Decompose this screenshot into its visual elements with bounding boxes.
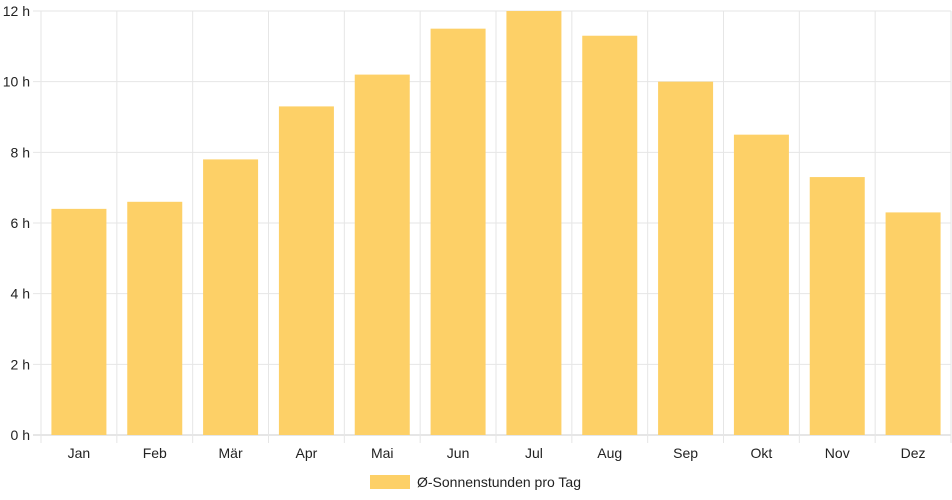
bar-okt[interactable] [733, 134, 789, 435]
bars [51, 11, 941, 436]
x-tick-label: Feb [143, 445, 167, 461]
bar-feb[interactable] [127, 201, 183, 435]
bar-jul[interactable] [506, 11, 562, 435]
x-tick-label: Jun [447, 445, 470, 461]
bar-sep[interactable] [658, 81, 714, 436]
x-tick-label: Jul [525, 445, 543, 461]
x-tick-label: Dez [901, 445, 926, 461]
y-tick-label: 6 h [11, 215, 30, 231]
x-tick-label: Nov [825, 445, 850, 461]
x-tick-label: Aug [597, 445, 622, 461]
bar-apr[interactable] [278, 106, 334, 436]
x-axis-ticks: Jan Feb Mär Apr Mai Jun Jul Aug Sep Okt Nov Dez [68, 445, 926, 461]
legend-swatch[interactable] [370, 475, 410, 489]
x-tick-label: Sep [673, 445, 698, 461]
y-tick-label: 2 h [11, 356, 30, 372]
bar-mär[interactable] [203, 159, 259, 435]
x-tick-label: Mai [371, 445, 394, 461]
x-tick-label: Jan [68, 445, 91, 461]
bar-mai[interactable] [354, 74, 410, 435]
bar-jan[interactable] [51, 208, 107, 435]
y-tick-label: 4 h [11, 286, 30, 302]
y-tick-label: 0 h [11, 427, 30, 443]
bar-aug[interactable] [582, 35, 638, 435]
y-tick-label: 10 h [3, 74, 30, 90]
bar-jun[interactable] [430, 28, 486, 436]
bar-nov[interactable] [809, 177, 865, 436]
legend-label[interactable]: Ø-Sonnenstunden pro Tag [417, 474, 581, 490]
y-tick-label: 8 h [11, 144, 30, 160]
x-tick-label: Okt [751, 445, 773, 461]
x-tick-label: Mär [219, 445, 243, 461]
legend[interactable]: Ø-Sonnenstunden pro Tag [370, 474, 581, 490]
y-axis-ticks: 0 h 2 h 4 h 6 h 8 h 10 h 12 h [3, 3, 30, 443]
x-tick-label: Apr [296, 445, 318, 461]
bar-dez[interactable] [885, 212, 941, 435]
y-tick-label: 12 h [3, 3, 30, 19]
grid-lines [33, 10, 952, 443]
